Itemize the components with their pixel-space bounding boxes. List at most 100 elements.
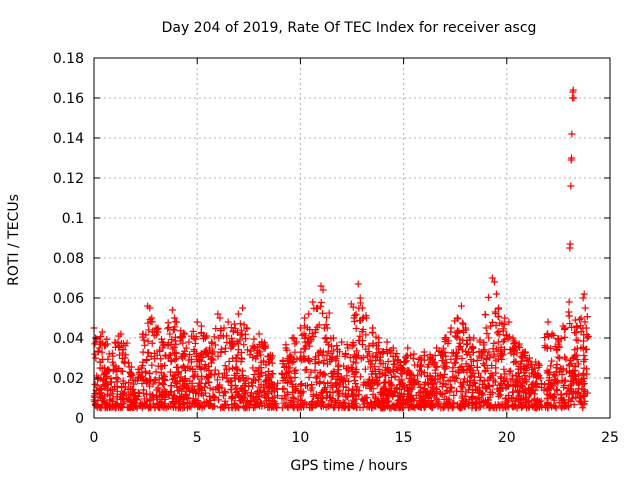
data-point: [522, 367, 530, 375]
data-point: [443, 387, 451, 395]
data-point: [254, 370, 262, 378]
data-point: [394, 400, 402, 408]
data-point: [287, 399, 295, 407]
data-point: [300, 344, 308, 352]
data-point: [230, 320, 238, 328]
data-point: [147, 395, 155, 403]
data-point: [169, 394, 177, 402]
data-point: [556, 354, 564, 362]
data-point: [421, 385, 429, 393]
data-point: [580, 390, 588, 398]
data-point: [517, 365, 525, 373]
data-point: [309, 298, 317, 306]
data-point: [347, 300, 355, 308]
data-point: [427, 353, 435, 361]
data-point: [439, 344, 447, 352]
data-point: [248, 379, 256, 387]
data-point: [566, 368, 574, 376]
data-point: [397, 380, 405, 388]
data-point: [229, 342, 237, 350]
data-point: [379, 359, 387, 367]
data-point: [504, 382, 512, 390]
data-point: [504, 335, 512, 343]
data-point: [567, 372, 575, 380]
data-point: [573, 344, 581, 352]
data-point: [410, 350, 418, 358]
data-point: [577, 314, 585, 322]
data-point: [213, 376, 221, 384]
data-point: [500, 336, 508, 344]
data-point: [316, 348, 324, 356]
data-point: [298, 380, 306, 388]
data-point: [162, 390, 170, 398]
data-point: [449, 399, 457, 407]
data-point: [120, 358, 128, 366]
data-point: [139, 358, 147, 366]
data-point: [383, 392, 391, 400]
data-point: [456, 404, 464, 412]
data-point: [98, 364, 106, 372]
data-point: [189, 365, 197, 373]
data-point: [332, 399, 340, 407]
data-point: [384, 402, 392, 410]
data-point: [560, 326, 568, 334]
data-point: [186, 350, 194, 358]
data-point: [480, 341, 488, 349]
data-point: [295, 404, 303, 412]
data-point: [151, 376, 159, 384]
data-point: [568, 130, 576, 138]
data-point: [101, 392, 109, 400]
data-point: [96, 340, 104, 348]
data-point: [412, 391, 420, 399]
data-point: [220, 389, 228, 397]
data-point: [113, 378, 121, 386]
data-point: [125, 379, 133, 387]
data-point: [375, 338, 383, 346]
data-point: [193, 318, 201, 326]
data-point: [462, 360, 470, 368]
data-point: [551, 372, 559, 380]
data-point: [141, 367, 149, 375]
data-point: [197, 328, 205, 336]
data-point: [341, 352, 349, 360]
data-point: [336, 348, 344, 356]
data-point: [420, 398, 428, 406]
data-point: [265, 384, 273, 392]
data-point: [323, 314, 331, 322]
data-point: [553, 385, 561, 393]
data-point: [191, 371, 199, 379]
data-point: [225, 365, 233, 373]
data-point: [340, 376, 348, 384]
data-point: [288, 383, 296, 391]
data-point: [521, 376, 529, 384]
data-point: [290, 334, 298, 342]
data-point: [298, 397, 306, 405]
data-point: [153, 393, 161, 401]
data-point: [104, 355, 112, 363]
data-point: [372, 333, 380, 341]
data-point: [482, 356, 490, 364]
data-point: [174, 363, 182, 371]
data-point: [322, 334, 330, 342]
data-point: [290, 395, 298, 403]
data-point: [122, 383, 130, 391]
data-point: [356, 403, 364, 411]
data-point: [258, 338, 266, 346]
data-point: [296, 324, 304, 332]
data-point: [499, 338, 507, 346]
data-point: [567, 182, 575, 190]
data-point: [520, 348, 528, 356]
data-point: [358, 340, 366, 348]
data-point: [317, 298, 325, 306]
data-point: [274, 392, 282, 400]
data-point: [560, 381, 568, 389]
data-point: [388, 373, 396, 381]
data-point: [257, 381, 265, 389]
data-point: [490, 350, 498, 358]
data-point: [511, 338, 519, 346]
data-point: [314, 397, 322, 405]
data-point: [170, 326, 178, 334]
data-point: [348, 342, 356, 350]
data-point: [565, 298, 573, 306]
data-point: [135, 370, 143, 378]
